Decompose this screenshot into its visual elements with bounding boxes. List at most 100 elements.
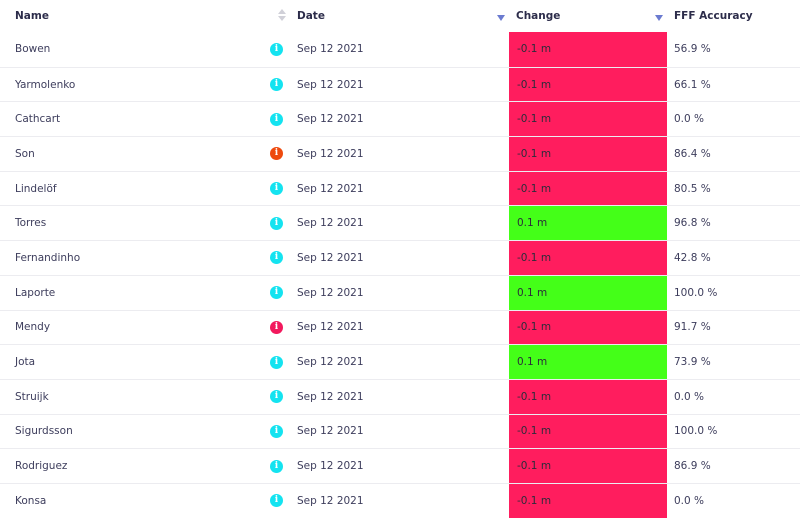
table-row[interactable]: Son i Sep 12 2021 -0.1 m 86.4 % [0, 136, 800, 171]
change-date: Sep 12 2021 [297, 182, 364, 195]
column-header-name[interactable]: Name [15, 10, 49, 22]
change-date: Sep 12 2021 [297, 460, 364, 473]
fff-accuracy-value: 100.0 % [674, 286, 718, 299]
column-header-fff-accuracy[interactable]: FFF Accuracy [674, 10, 753, 22]
fff-accuracy-value: 96.8 % [674, 217, 711, 230]
table-header: Name Date Change FFF Accuracy [0, 0, 800, 32]
change-date: Sep 12 2021 [297, 356, 364, 369]
fff-accuracy-value: 80.5 % [674, 182, 711, 195]
change-date: Sep 12 2021 [297, 494, 364, 507]
info-icon[interactable]: i [270, 286, 283, 300]
info-cell: i [270, 380, 283, 414]
info-cell: i [270, 172, 283, 206]
column-header-date[interactable]: Date [297, 10, 325, 22]
player-name: Mendy [15, 321, 51, 334]
fff-accuracy-value: 66.1 % [674, 78, 711, 91]
info-cell: i [270, 484, 283, 518]
info-cell: i [270, 241, 283, 275]
change-date: Sep 12 2021 [297, 78, 364, 91]
info-cell: i [270, 102, 283, 136]
fff-accuracy-value: 73.9 % [674, 356, 711, 369]
player-name: Son [15, 147, 35, 160]
price-change-value: 0.1 m [509, 206, 667, 241]
change-date: Sep 12 2021 [297, 425, 364, 438]
change-date: Sep 12 2021 [297, 217, 364, 230]
player-name: Struijk [15, 390, 49, 403]
player-name: Konsa [15, 494, 47, 507]
price-change-value: 0.1 m [509, 345, 667, 379]
info-cell: i [270, 206, 283, 240]
info-icon[interactable]: i [270, 42, 283, 56]
info-icon[interactable]: i [270, 320, 283, 334]
info-cell: i [270, 345, 283, 379]
info-cell: i [270, 68, 283, 102]
price-change-value: -0.1 m [509, 310, 667, 345]
info-icon[interactable]: i [270, 147, 283, 161]
fff-accuracy-value: 0.0 % [674, 113, 705, 126]
player-name: Bowen [15, 43, 51, 56]
price-change-value: -0.1 m [509, 379, 667, 414]
price-change-value: -0.1 m [509, 137, 667, 171]
table-row[interactable]: Struijk i Sep 12 2021 -0.1 m 0.0 % [0, 378, 800, 414]
change-date: Sep 12 2021 [297, 321, 364, 334]
player-name: Rodriguez [15, 460, 68, 473]
table-row[interactable]: Fernandinho i Sep 12 2021 -0.1 m 42.8 % [0, 240, 800, 275]
info-icon[interactable]: i [270, 494, 283, 508]
price-change-value: -0.1 m [509, 102, 667, 137]
info-icon[interactable]: i [270, 390, 283, 404]
column-header-change[interactable]: Change [516, 10, 561, 22]
info-icon[interactable]: i [270, 182, 283, 196]
fff-accuracy-value: 86.9 % [674, 460, 711, 473]
sort-descending-icon[interactable] [497, 15, 505, 21]
info-cell: i [270, 276, 283, 310]
info-icon[interactable]: i [270, 459, 283, 473]
table-row[interactable]: Cathcart i Sep 12 2021 -0.1 m 0.0 % [0, 101, 800, 137]
table-body: Bowen i Sep 12 2021 -0.1 m 56.9 % Yarmolenko i… [0, 32, 800, 518]
price-change-value: -0.1 m [509, 67, 667, 102]
price-change-value: -0.1 m [509, 483, 667, 518]
player-name: Laporte [15, 286, 56, 299]
fff-accuracy-value: 0.0 % [674, 494, 705, 507]
fff-accuracy-value: 100.0 % [674, 425, 718, 438]
table-row[interactable]: Konsa i Sep 12 2021 -0.1 m 0.0 % [0, 482, 800, 518]
info-cell: i [270, 137, 283, 171]
price-change-value: -0.1 m [509, 414, 667, 449]
info-icon[interactable]: i [270, 112, 283, 126]
player-name: Sigurdsson [15, 425, 73, 438]
info-cell: i [270, 415, 283, 449]
table-row[interactable]: Yarmolenko i Sep 12 2021 -0.1 m 66.1 % [0, 66, 800, 102]
change-date: Sep 12 2021 [297, 113, 364, 126]
sort-descending-icon[interactable] [655, 15, 663, 21]
table-row[interactable]: Jota i Sep 12 2021 0.1 m 73.9 % [0, 344, 800, 379]
info-cell: i [270, 449, 283, 483]
info-icon[interactable]: i [270, 424, 283, 438]
table-row[interactable]: Sigurdsson i Sep 12 2021 -0.1 m 100.0 % [0, 413, 800, 449]
sort-both-icon[interactable] [278, 9, 286, 23]
table-row[interactable]: Rodriguez i Sep 12 2021 -0.1 m 86.9 % [0, 448, 800, 483]
price-change-value: -0.1 m [509, 241, 667, 275]
change-date: Sep 12 2021 [297, 390, 364, 403]
player-name: Fernandinho [15, 251, 81, 264]
fff-accuracy-value: 0.0 % [674, 390, 705, 403]
info-cell: i [270, 311, 283, 345]
change-date: Sep 12 2021 [297, 286, 364, 299]
info-cell: i [270, 32, 283, 67]
price-change-value: -0.1 m [509, 449, 667, 483]
table-row[interactable]: Lindelöf i Sep 12 2021 -0.1 m 80.5 % [0, 170, 800, 206]
player-name: Yarmolenko [15, 78, 76, 91]
table-row[interactable]: Mendy i Sep 12 2021 -0.1 m 91.7 % [0, 309, 800, 345]
player-name: Lindelöf [15, 182, 57, 195]
fff-accuracy-value: 86.4 % [674, 147, 711, 160]
table-row[interactable]: Laporte i Sep 12 2021 0.1 m 100.0 % [0, 274, 800, 310]
info-icon[interactable]: i [270, 78, 283, 92]
price-change-value: -0.1 m [509, 171, 667, 206]
info-icon[interactable]: i [270, 216, 283, 230]
change-date: Sep 12 2021 [297, 251, 364, 264]
player-name: Cathcart [15, 113, 61, 126]
info-icon[interactable]: i [270, 355, 283, 369]
table-row[interactable]: Torres i Sep 12 2021 0.1 m 96.8 % [0, 205, 800, 241]
table-row[interactable]: Bowen i Sep 12 2021 -0.1 m 56.9 % [0, 32, 800, 67]
fff-accuracy-value: 56.9 % [674, 43, 711, 56]
info-icon[interactable]: i [270, 251, 283, 265]
